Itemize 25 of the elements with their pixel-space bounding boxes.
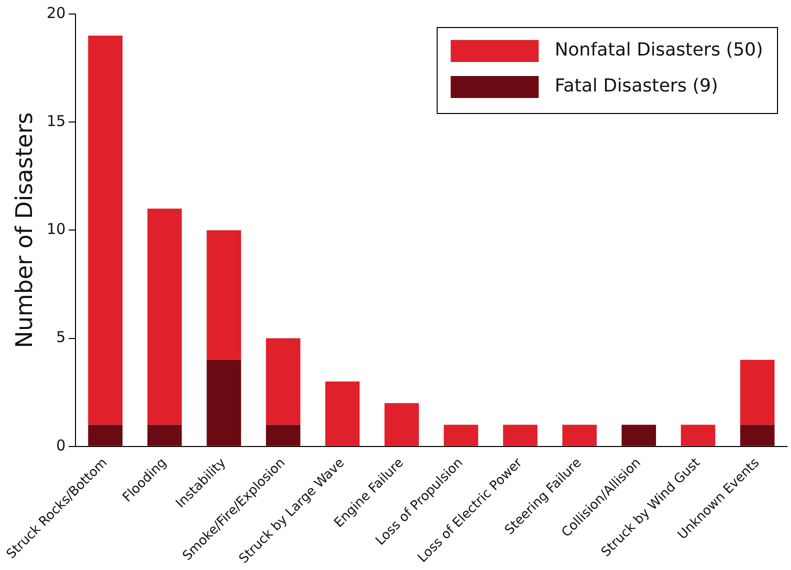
y-tick-label: 15 (46, 112, 66, 130)
legend-label: Fatal Disasters (9) (554, 76, 718, 97)
y-tick-label: 20 (46, 4, 66, 22)
bar (325, 382, 360, 446)
bar (88, 36, 123, 425)
bar (206, 360, 242, 446)
bar (562, 424, 597, 446)
bar (503, 424, 538, 446)
bar (740, 424, 775, 446)
y-tick-label: 0 (56, 436, 66, 454)
legend-label: Nonfatal Disasters (50) (554, 40, 764, 61)
bar (266, 424, 300, 446)
y-axis-title: Number of Disasters (12, 112, 38, 348)
bar (206, 230, 242, 360)
bar (266, 338, 300, 425)
bar (680, 424, 716, 446)
bar (740, 360, 775, 425)
bar (444, 424, 478, 446)
y-tick-label: 5 (56, 328, 66, 346)
bar (147, 424, 182, 446)
bar (384, 403, 419, 446)
y-tick-label: 10 (46, 220, 66, 238)
bar (147, 208, 182, 425)
bar (622, 424, 656, 446)
bar (88, 424, 123, 446)
